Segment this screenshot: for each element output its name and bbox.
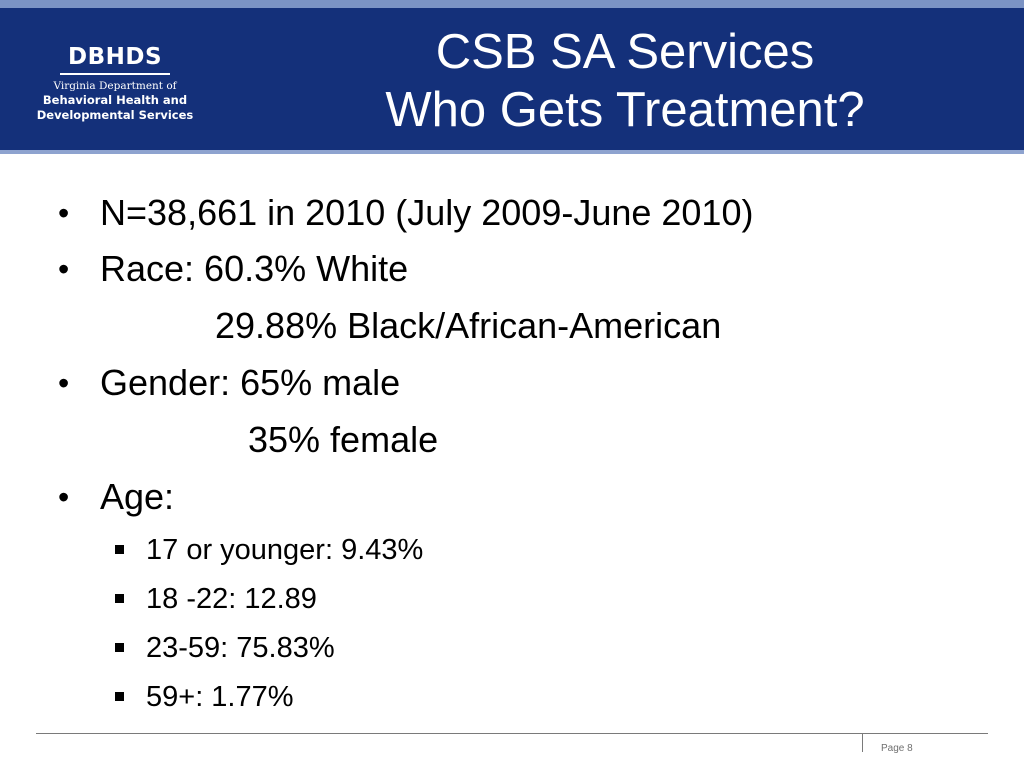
square-bullet	[115, 545, 124, 554]
bullet-dot: •	[58, 365, 70, 401]
footer-tick-mark	[862, 734, 863, 752]
race-text: Race: 60.3% White	[100, 248, 409, 289]
age-item: 17 or younger: 9.43%	[146, 534, 424, 566]
slide-title: CSB SA Services Who Gets Treatment?	[300, 23, 950, 139]
top-accent-strip	[0, 0, 1024, 8]
bullet-dot: •	[58, 251, 70, 287]
title-line-2: Who Gets Treatment?	[385, 83, 865, 137]
age-heading-text: Age:	[100, 476, 175, 517]
logo-underline	[60, 73, 170, 75]
square-bullet	[115, 692, 124, 701]
age-item: 23-59: 75.83%	[146, 632, 335, 664]
gender-continuation-text: 35% female	[248, 419, 439, 460]
n-count-text: N=38,661 in 2010 (July 2009-June 2010)	[100, 192, 754, 233]
dbhds-logo: DBHDS Virginia Department of Behavioral …	[36, 44, 194, 123]
square-bullet	[115, 594, 124, 603]
page-number: Page 8	[881, 743, 913, 754]
age-item: 18 -22: 12.89	[146, 583, 317, 615]
age-item: 59+: 1.77%	[146, 681, 294, 713]
bullet-dot: •	[58, 195, 70, 231]
slide-header: DBHDS Virginia Department of Behavioral …	[0, 8, 1024, 154]
race-continuation-text: 29.88% Black/African-American	[215, 305, 722, 346]
bullet-dot: •	[58, 479, 70, 515]
logo-name: DBHDS	[67, 44, 163, 70]
logo-subtitle-3: Developmental Services	[36, 108, 194, 122]
title-line-1: CSB SA Services	[435, 25, 815, 79]
logo-subtitle-2: Behavioral Health and	[42, 93, 188, 107]
gender-text: Gender: 65% male	[100, 362, 401, 403]
footer-divider	[36, 733, 988, 734]
square-bullet	[115, 643, 124, 652]
logo-subtitle-1: Virginia Department of	[53, 80, 177, 92]
